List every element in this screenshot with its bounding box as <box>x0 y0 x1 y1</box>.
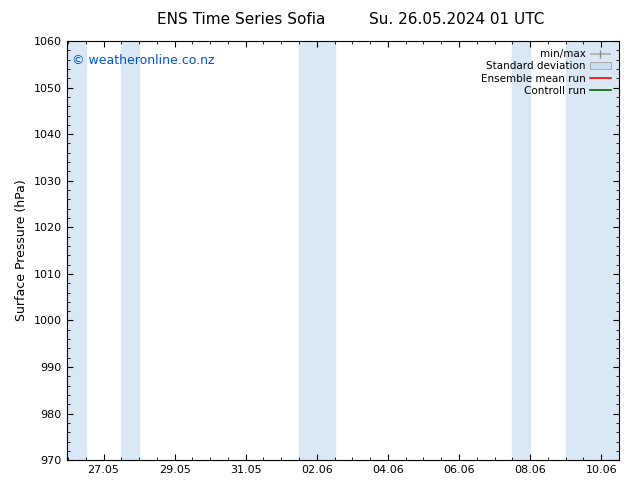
Bar <box>512 41 530 460</box>
Text: Su. 26.05.2024 01 UTC: Su. 26.05.2024 01 UTC <box>369 12 544 27</box>
Bar <box>67 41 86 460</box>
Text: © weatheronline.co.nz: © weatheronline.co.nz <box>72 53 214 67</box>
Bar <box>299 41 335 460</box>
Bar <box>121 41 139 460</box>
Y-axis label: Surface Pressure (hPa): Surface Pressure (hPa) <box>15 180 28 321</box>
Text: ENS Time Series Sofia: ENS Time Series Sofia <box>157 12 325 27</box>
Legend: min/max, Standard deviation, Ensemble mean run, Controll run: min/max, Standard deviation, Ensemble me… <box>478 46 614 99</box>
Bar <box>566 41 619 460</box>
